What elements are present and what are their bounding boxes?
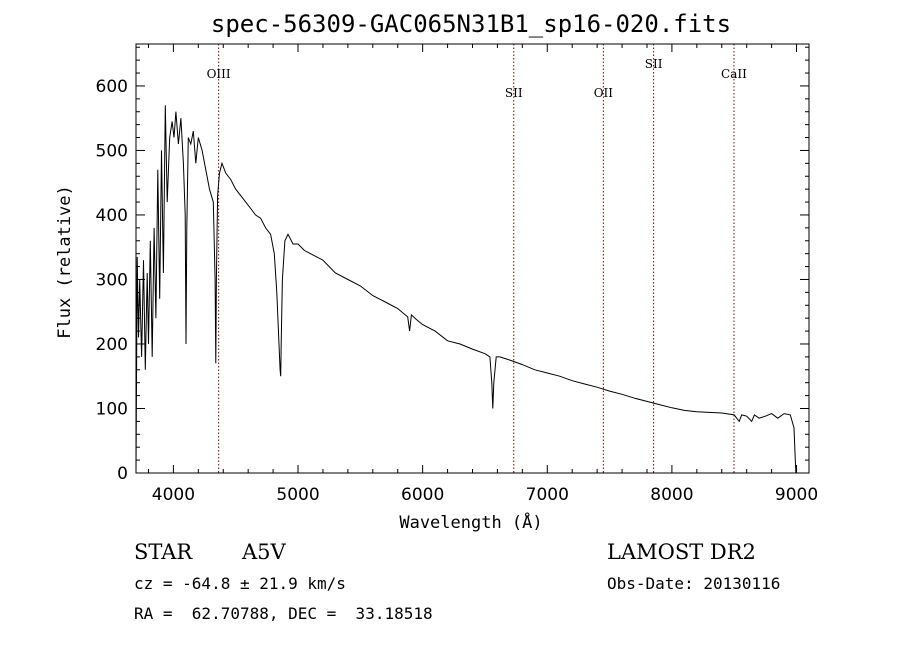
- x-tick-label: 7000: [526, 485, 569, 505]
- emission-line-markers: OIII SII OII SII CaII: [207, 44, 747, 473]
- x-tick-label: 6000: [401, 485, 444, 505]
- axis-ticks: 4000 5000 6000 7000 8000 9000 0 100 200 300 400 500…: [96, 44, 818, 505]
- x-tick-label: 4000: [152, 485, 195, 505]
- emission-line-label: OII: [594, 86, 614, 100]
- coordinates-text: RA = 62.70788, DEC = 33.18518: [134, 604, 433, 623]
- x-axis-label: Wavelength (Å): [399, 511, 542, 533]
- y-axis-label: Flux (relative): [55, 185, 75, 339]
- spectrum-line: [135, 105, 797, 474]
- x-tick-label: 5000: [276, 485, 319, 505]
- plot-frame: [135, 43, 810, 474]
- y-tick-label: 200: [96, 335, 128, 355]
- chart-title: spec-56309-GAC065N31B1_sp16-020.fits: [211, 10, 731, 38]
- y-tick-label: 600: [96, 77, 128, 97]
- spectral-subclass: A5V: [242, 540, 286, 564]
- y-tick-label: 500: [96, 141, 128, 161]
- y-tick-label: 300: [96, 270, 128, 290]
- x-tick-label: 9000: [775, 485, 818, 505]
- y-tick-label: 400: [96, 206, 128, 226]
- survey-name: LAMOST DR2: [607, 540, 756, 564]
- y-tick-label: 100: [96, 399, 128, 419]
- emission-line-label: SII: [645, 57, 663, 71]
- object-class: STAR: [134, 540, 193, 564]
- observation-date: Obs-Date: 20130116: [607, 574, 781, 593]
- emission-line-label: OIII: [207, 67, 231, 81]
- emission-line-label: SII: [505, 86, 523, 100]
- redshift-text: cz = -64.8 ± 21.9 km/s: [134, 574, 346, 593]
- y-tick-label: 0: [117, 464, 128, 484]
- x-tick-label: 8000: [650, 485, 693, 505]
- emission-line-label: CaII: [721, 67, 747, 81]
